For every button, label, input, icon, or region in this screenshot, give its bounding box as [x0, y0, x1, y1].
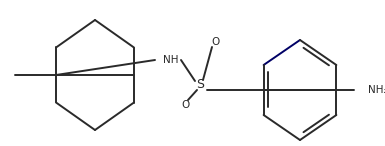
Text: O: O	[211, 37, 219, 47]
Text: NH: NH	[163, 55, 179, 65]
Text: S: S	[196, 79, 204, 92]
Text: O: O	[181, 100, 189, 110]
Text: NH₂: NH₂	[368, 85, 385, 95]
